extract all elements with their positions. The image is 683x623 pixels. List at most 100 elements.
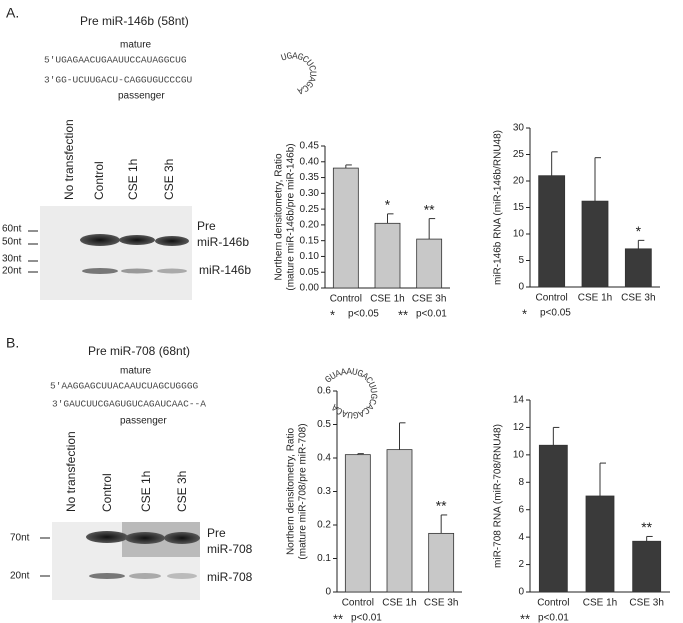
footnote-symbol: ** — [333, 611, 343, 623]
band-label: miR-708 — [207, 570, 253, 584]
y-tick-label: 0.1 — [317, 553, 331, 564]
hairpin-title: Pre miR-708 (68nt) — [88, 344, 190, 358]
passenger-label: passenger — [120, 416, 167, 427]
blot — [40, 522, 200, 600]
band-label: miR-708 — [207, 542, 253, 556]
panel-label: B. — [6, 335, 19, 351]
y-tick-label: 0.25 — [300, 204, 320, 215]
marker-label: 20nt — [2, 266, 22, 277]
loop-text: UGAGCUCUAGCA — [279, 50, 318, 97]
bar — [585, 495, 615, 593]
bar — [428, 532, 455, 593]
footnote-symbol: ** — [520, 611, 530, 623]
x-tick-label: CSE 3h — [424, 598, 458, 609]
y-tick-label: 14 — [513, 395, 525, 406]
y-axis-label: miR-146b RNA (miR-146b/RNU48) — [493, 130, 504, 285]
y-axis-label: (mature miR-708/pre miR-708) — [298, 423, 309, 559]
lane-label: CSE 1h — [139, 471, 153, 512]
y-tick-label: 15 — [513, 202, 525, 213]
y-tick-label: 0.5 — [317, 419, 331, 430]
bar — [624, 248, 652, 288]
x-tick-label: CSE 1h — [583, 598, 617, 609]
y-tick-label: 0 — [325, 587, 331, 598]
y-tick-label: 0.30 — [300, 188, 320, 199]
y-axis-label: Northern densitometry, Ratio — [274, 153, 285, 281]
y-tick-label: 0.3 — [317, 486, 331, 497]
bar — [374, 222, 401, 289]
band-label: Pre — [207, 526, 226, 540]
band-label: miR-146b — [197, 235, 249, 249]
y-tick-label: 0.15 — [300, 235, 320, 246]
strand-5: 5'AAGGAGCUUACAAUCUAGCUGGGG — [50, 381, 199, 392]
strand-3: 3'GAUCUUCGAGUGUCAGAUCAAC--A — [52, 399, 206, 410]
y-tick-label: 8 — [518, 477, 524, 488]
footnote-text: p<0.01 — [538, 613, 569, 623]
blot — [28, 206, 192, 300]
lane-label: Control — [92, 161, 106, 200]
y-tick-label: 0.35 — [300, 172, 320, 183]
x-tick-label: Control — [537, 598, 569, 609]
y-tick-label: 0.45 — [300, 141, 320, 152]
lane-label: No transfection — [62, 119, 76, 200]
lane-label: CSE 3h — [175, 471, 189, 512]
loop-sequence: UGAGCUCUAGCA — [279, 50, 318, 97]
footnote-text: p<0.01 — [351, 613, 382, 623]
x-tick-label: CSE 1h — [382, 598, 416, 609]
marker-label: 20nt — [10, 571, 30, 582]
passenger-label: passenger — [118, 91, 165, 102]
y-tick-label: 5 — [518, 255, 524, 266]
band-label: Pre — [197, 219, 216, 233]
marker-label: 70nt — [10, 533, 30, 544]
y-tick-label: 4 — [518, 532, 524, 543]
y-tick-label: 0 — [518, 587, 524, 598]
x-tick-label: CSE 1h — [370, 294, 404, 305]
strand-5: 5'UGAGAACUGAAUUCCAUAGGCUG — [44, 55, 187, 66]
significance: * — [385, 197, 391, 213]
significance: ** — [436, 498, 447, 514]
lane-label: CSE 1h — [126, 159, 140, 200]
x-tick-label: Control — [330, 294, 362, 305]
bar — [538, 444, 568, 593]
bar — [632, 540, 662, 593]
footnote-text: p<0.05 — [540, 308, 571, 319]
footnote-text: p<0.01 — [416, 309, 447, 320]
hairpin-title: Pre miR-146b (58nt) — [80, 14, 189, 28]
mature-label: mature — [120, 40, 152, 51]
y-axis-label: miR-708 RNA (miR-708/RNU48) — [493, 424, 504, 568]
y-tick-label: 30 — [513, 123, 525, 134]
band-label: miR-146b — [199, 263, 251, 277]
y-tick-label: 0.20 — [300, 220, 320, 231]
lane-label: CSE 3h — [162, 159, 176, 200]
footnote-symbol: * — [330, 307, 335, 322]
x-tick-label: Control — [536, 293, 568, 304]
y-tick-label: 25 — [513, 149, 525, 160]
bar — [344, 454, 371, 593]
marker-label: 60nt — [2, 224, 22, 235]
significance: ** — [424, 201, 435, 217]
y-tick-label: 0.40 — [300, 156, 320, 167]
significance: * — [636, 223, 642, 239]
y-tick-label: 10 — [513, 449, 525, 460]
bar — [416, 238, 443, 289]
y-tick-label: 10 — [513, 229, 525, 240]
lane-label: No transfection — [64, 431, 78, 512]
x-tick-label: CSE 3h — [629, 598, 663, 609]
bar — [581, 200, 609, 288]
x-tick-label: CSE 3h — [621, 293, 655, 304]
lane-label: Control — [100, 473, 114, 512]
y-tick-label: 0.05 — [300, 267, 320, 278]
x-tick-label: CSE 3h — [412, 294, 446, 305]
strand-3: 3'GG-UCUUGACU-CAGGUGUCCCGU — [44, 75, 193, 86]
y-tick-label: 0.00 — [300, 283, 320, 294]
y-axis-label: Northern densitometry, Ratio — [286, 428, 297, 556]
x-tick-label: Control — [342, 598, 374, 609]
y-tick-label: 0.10 — [300, 251, 320, 262]
bar — [332, 167, 359, 289]
y-tick-label: 6 — [518, 504, 524, 515]
y-tick-label: 0.4 — [317, 453, 331, 464]
y-tick-label: 0.6 — [317, 386, 331, 397]
y-axis-label: (mature miR-146b/pre miR-146b) — [286, 143, 297, 290]
bar — [386, 449, 413, 593]
y-tick-label: 0 — [518, 282, 524, 293]
